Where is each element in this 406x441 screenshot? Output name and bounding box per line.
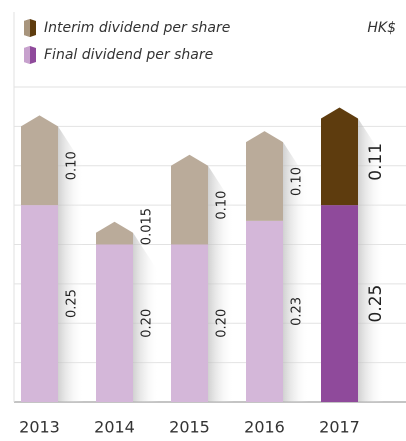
bar-shadow	[208, 165, 234, 402]
x-tick-label: 2017	[319, 418, 360, 437]
bar-segment	[171, 244, 208, 402]
value-label: 0.10	[65, 151, 80, 180]
value-label: 0.10	[290, 167, 305, 196]
bar-segment	[321, 205, 358, 402]
unit-label: HK$	[367, 20, 396, 36]
legend-icon-face	[24, 46, 30, 64]
bar-segment	[246, 220, 283, 402]
legend-label: Interim dividend per share	[44, 20, 230, 36]
bar-segment	[21, 205, 58, 402]
bar-segment	[321, 107, 358, 206]
bar-shadow	[58, 126, 84, 402]
value-label: 0.11	[366, 143, 386, 181]
bar-shadow	[358, 118, 384, 402]
x-tick-label: 2013	[19, 418, 60, 437]
legend-label: Final dividend per share	[44, 47, 213, 63]
bar-segment	[96, 221, 133, 245]
bar-segment	[246, 131, 283, 221]
value-label: 0.23	[290, 297, 305, 326]
bar-segment	[21, 115, 58, 206]
value-label: 0.20	[140, 309, 155, 338]
value-label: 0.015	[140, 208, 155, 245]
bar-shadow	[283, 142, 309, 402]
value-label: 0.25	[65, 289, 80, 318]
value-label: 0.25	[366, 285, 386, 323]
x-tick-label: 2014	[94, 418, 135, 437]
x-tick-label: 2016	[244, 418, 285, 437]
bar-shadow	[133, 232, 159, 402]
bar-segment	[96, 244, 133, 402]
legend-icon-face	[24, 19, 30, 37]
value-label: 0.20	[215, 309, 230, 338]
value-label: 0.10	[215, 191, 230, 220]
x-tick-label: 2015	[169, 418, 210, 437]
bar-segment	[171, 154, 208, 245]
